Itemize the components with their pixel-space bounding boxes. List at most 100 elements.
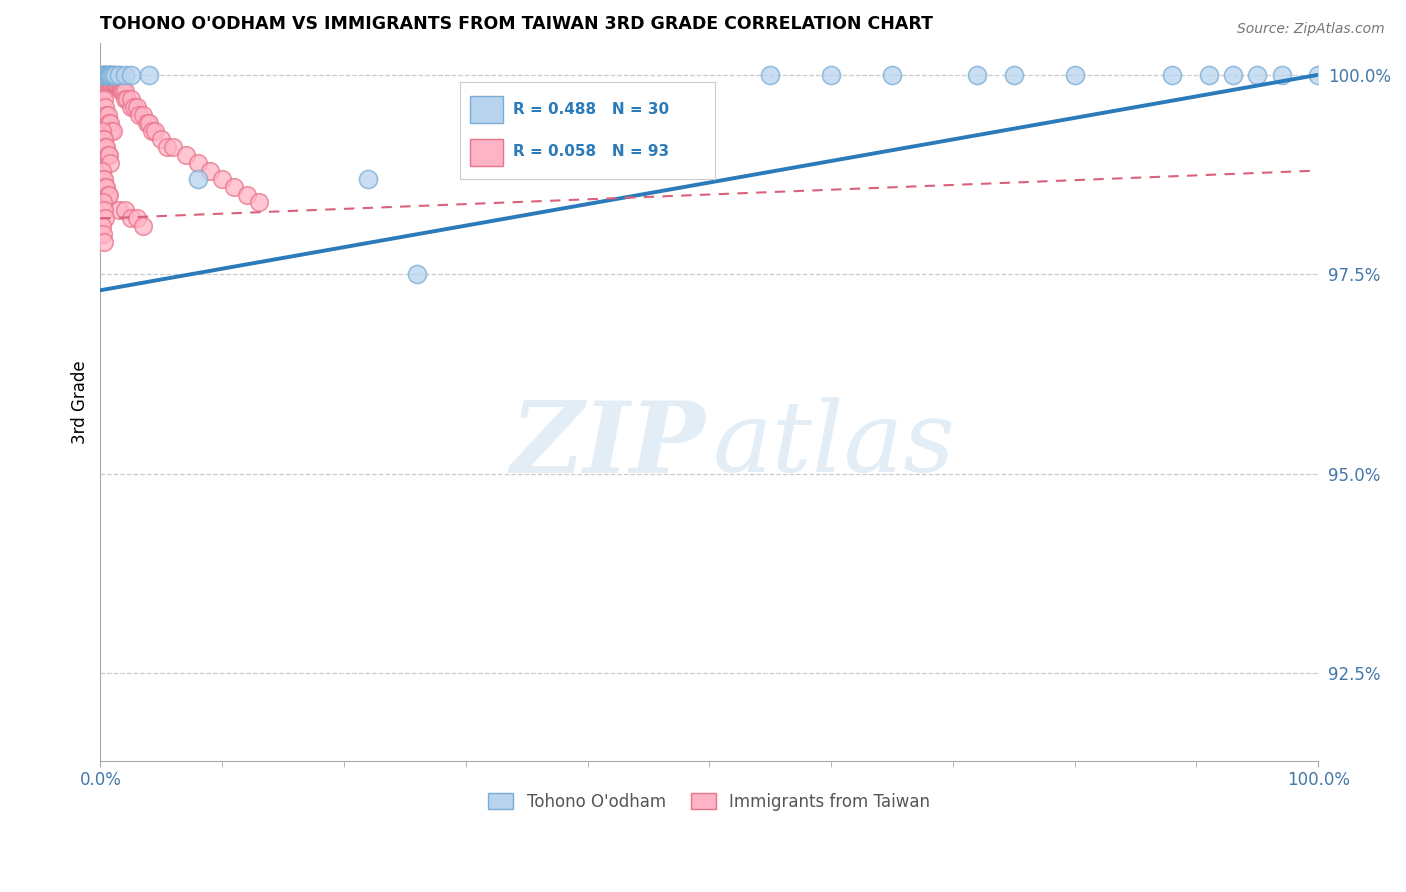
Point [108, 76, 131, 90]
Point [97, 68, 120, 82]
Point [93, 76, 115, 90]
Point [156, 139, 179, 153]
Point [98, 116, 121, 130]
Point [96, 139, 118, 153]
Point [97, 147, 120, 161]
Point [820, 68, 842, 82]
Point [1002, 68, 1025, 82]
Point [90, 68, 112, 82]
Point [880, 68, 903, 82]
Point [120, 211, 142, 226]
Point [90, 84, 112, 98]
Text: Source: ZipAtlas.com: Source: ZipAtlas.com [1237, 22, 1385, 37]
Point [132, 219, 155, 234]
Point [96, 179, 118, 194]
Point [1308, 68, 1330, 82]
Point [91, 76, 114, 90]
Point [115, 92, 138, 106]
Point [124, 100, 146, 114]
Point [247, 195, 270, 210]
Point [97, 76, 120, 90]
Point [91, 195, 114, 210]
Point [91, 68, 114, 82]
Point [97, 147, 120, 161]
Point [1161, 68, 1184, 82]
Point [120, 100, 142, 114]
Point [98, 76, 121, 90]
Point [107, 203, 129, 218]
Point [97, 68, 120, 82]
Point [112, 84, 135, 98]
Point [90, 68, 112, 82]
Point [97, 68, 120, 82]
Point [111, 84, 134, 98]
Point [93, 92, 115, 106]
Point [94, 76, 117, 90]
Point [100, 68, 122, 82]
Point [224, 179, 246, 194]
Point [1271, 68, 1294, 82]
Point [198, 163, 221, 178]
Point [105, 76, 128, 90]
Point [94, 68, 117, 82]
Point [93, 84, 115, 98]
Point [107, 68, 129, 82]
Point [1246, 68, 1268, 82]
Point [211, 171, 233, 186]
Point [94, 139, 117, 153]
Point [114, 68, 136, 82]
Point [96, 68, 118, 82]
Point [125, 211, 148, 226]
Point [97, 108, 120, 122]
Point [120, 92, 142, 106]
Point [101, 76, 124, 90]
Point [104, 76, 127, 90]
Point [128, 108, 150, 122]
Point [96, 76, 118, 90]
Point [114, 84, 136, 98]
Point [91, 68, 114, 82]
Point [174, 147, 197, 161]
Point [98, 68, 121, 82]
Point [91, 84, 114, 98]
Point [94, 100, 117, 114]
Point [187, 171, 209, 186]
Point [138, 116, 160, 130]
Point [93, 68, 115, 82]
Point [94, 179, 117, 194]
Point [91, 131, 114, 145]
Point [100, 123, 122, 137]
Point [94, 68, 117, 82]
Point [1222, 68, 1244, 82]
Point [91, 171, 114, 186]
Point [101, 123, 124, 137]
Point [93, 68, 115, 82]
Point [93, 235, 115, 250]
Point [162, 139, 184, 153]
Point [100, 76, 122, 90]
Point [132, 108, 155, 122]
Point [114, 203, 136, 218]
Point [759, 68, 782, 82]
Point [90, 219, 112, 234]
Point [96, 68, 118, 82]
Point [101, 68, 124, 82]
Point [104, 68, 127, 82]
Point [93, 131, 115, 145]
Point [141, 123, 163, 137]
Point [101, 68, 124, 82]
Point [1198, 68, 1220, 82]
Point [1063, 68, 1085, 82]
Point [97, 187, 120, 202]
Point [97, 68, 120, 82]
Point [120, 68, 142, 82]
Point [357, 171, 380, 186]
Point [97, 76, 120, 90]
Point [107, 76, 129, 90]
Point [94, 211, 117, 226]
Y-axis label: 3rd Grade: 3rd Grade [72, 360, 89, 444]
Point [90, 123, 112, 137]
Point [93, 171, 115, 186]
Point [93, 203, 115, 218]
Point [104, 68, 127, 82]
